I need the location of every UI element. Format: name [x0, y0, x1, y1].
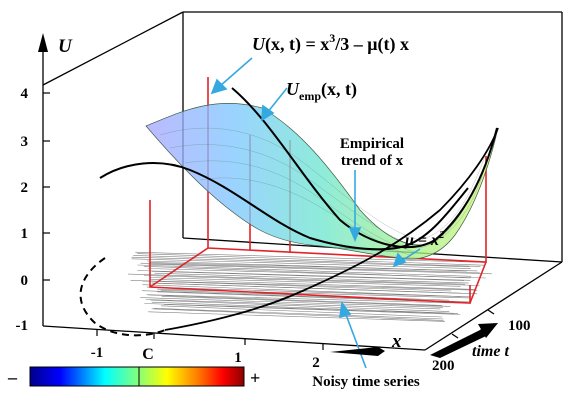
- tick-marks: [43, 92, 495, 350]
- x-tick-label: 2: [312, 355, 320, 371]
- x-axis-arrow: [330, 347, 385, 356]
- box-bottom-front: [42, 325, 426, 351]
- trend-label-line2: trend of x: [341, 153, 404, 169]
- noisy-label: Noisy time series: [312, 374, 420, 390]
- colorbar-max-label: +: [250, 368, 260, 388]
- noise-trace: [127, 273, 466, 285]
- noise-trace: [140, 262, 480, 273]
- noise-trace: [146, 286, 473, 298]
- noise-trace: [161, 305, 443, 318]
- noise-trace: [135, 251, 487, 263]
- z-tick-label: 1: [21, 226, 29, 242]
- surface-u-emp: [145, 103, 499, 260]
- mu-text: μ = x: [404, 232, 439, 249]
- annotation-arrows: [210, 57, 421, 369]
- arrow-noisy: [344, 311, 367, 369]
- emp-args: (x, t): [321, 79, 357, 100]
- noise-trace: [149, 277, 461, 287]
- noise-trace: [130, 280, 478, 291]
- noise-trace: [146, 294, 467, 304]
- noise-trace: [151, 282, 478, 295]
- noise-trace: [148, 294, 443, 306]
- noise-trace: [151, 301, 459, 314]
- noise-trace: [142, 280, 452, 292]
- noise-trace: [143, 275, 480, 286]
- t-tick-label: 100: [508, 318, 531, 334]
- formula-post: /3 – μ(t) x: [334, 34, 409, 55]
- t-tick: [487, 309, 495, 315]
- z-tick-label: -1: [16, 318, 29, 334]
- emp-sub: emp: [299, 89, 321, 103]
- t-tick-label: 200: [432, 358, 455, 374]
- red-floor-right: [469, 261, 487, 304]
- noise-trace: [148, 311, 446, 322]
- colorbar-fill: [29, 366, 245, 387]
- arrow-formula: [219, 57, 253, 87]
- noise-trace: [133, 255, 481, 267]
- emp-label: Uemp(x, t): [286, 79, 357, 103]
- red-floor-left: [149, 247, 209, 288]
- arrow-mu-head: [392, 252, 407, 268]
- arrow-trend-head: [348, 227, 362, 243]
- curve-back: [231, 87, 498, 248]
- mu-sup: 2: [438, 229, 445, 241]
- z-tick-label: 2: [21, 180, 29, 196]
- colorbar: – +: [7, 366, 260, 388]
- potential-curves: [99, 87, 499, 331]
- formula-label: U(x, t) = x3/3 – μ(t) x: [252, 31, 409, 55]
- x-axis-label: x: [391, 331, 402, 352]
- noise-trace: [149, 278, 476, 290]
- t-tick: [451, 333, 459, 339]
- noise-trace: [137, 270, 471, 281]
- t-axis-arrow: [430, 328, 486, 358]
- noise-trace: [148, 262, 478, 272]
- noise-trace: [145, 299, 441, 310]
- z-tick-labels: 4 3 2 1 0 -1: [16, 86, 29, 334]
- x-tick-label: -1: [91, 345, 104, 361]
- x-tick-label: 1: [234, 350, 242, 366]
- box-bottom-side: [424, 261, 563, 351]
- formula-sup: 3: [329, 31, 335, 45]
- mu-label: μ = x2: [404, 229, 445, 249]
- z-axis-head: [38, 33, 48, 52]
- noise-trace: [140, 297, 443, 308]
- t-axis-head: [478, 323, 498, 338]
- x-tick-labels: -1 1 2: [91, 345, 320, 371]
- z-tick-label: 4: [21, 86, 29, 102]
- formula-pre: U: [252, 34, 266, 54]
- noise-trace: [151, 308, 444, 321]
- z-tick-label: 3: [21, 134, 29, 150]
- colorbar-min-label: –: [7, 367, 18, 387]
- noise-trace: [153, 308, 444, 320]
- dashed-parabola: [79, 257, 166, 337]
- noise-trace: [137, 253, 485, 266]
- noise-trace: [151, 271, 465, 281]
- arrow-noisy-head: [339, 300, 352, 319]
- arrow-formula-head: [210, 78, 228, 95]
- z-tick-label: 0: [21, 273, 29, 289]
- noise-trace: [154, 272, 469, 284]
- box-top-left: [42, 11, 184, 86]
- c-point-label: C: [142, 346, 154, 363]
- t-axis-label: time t: [472, 343, 509, 360]
- formula-args: (x, t) = x: [265, 34, 329, 55]
- noise-trace: [150, 299, 450, 312]
- trend-label-line1: Empirical: [340, 136, 404, 152]
- noise-trace: [137, 264, 472, 277]
- red-rect-near: [149, 200, 471, 304]
- trend-curve: [164, 127, 499, 331]
- arrow-emp-head: [261, 104, 275, 122]
- noise-trace: [148, 263, 492, 275]
- noise-trace: [131, 256, 470, 267]
- arrow-emp: [266, 87, 288, 114]
- noise-trace: [147, 268, 486, 279]
- noise-trace: [144, 303, 455, 314]
- z-axis-label: U: [58, 36, 73, 57]
- emp-base: U: [286, 79, 300, 99]
- noise-trace: [161, 296, 451, 307]
- curve-front: [99, 162, 469, 251]
- noise-trace: [163, 304, 461, 315]
